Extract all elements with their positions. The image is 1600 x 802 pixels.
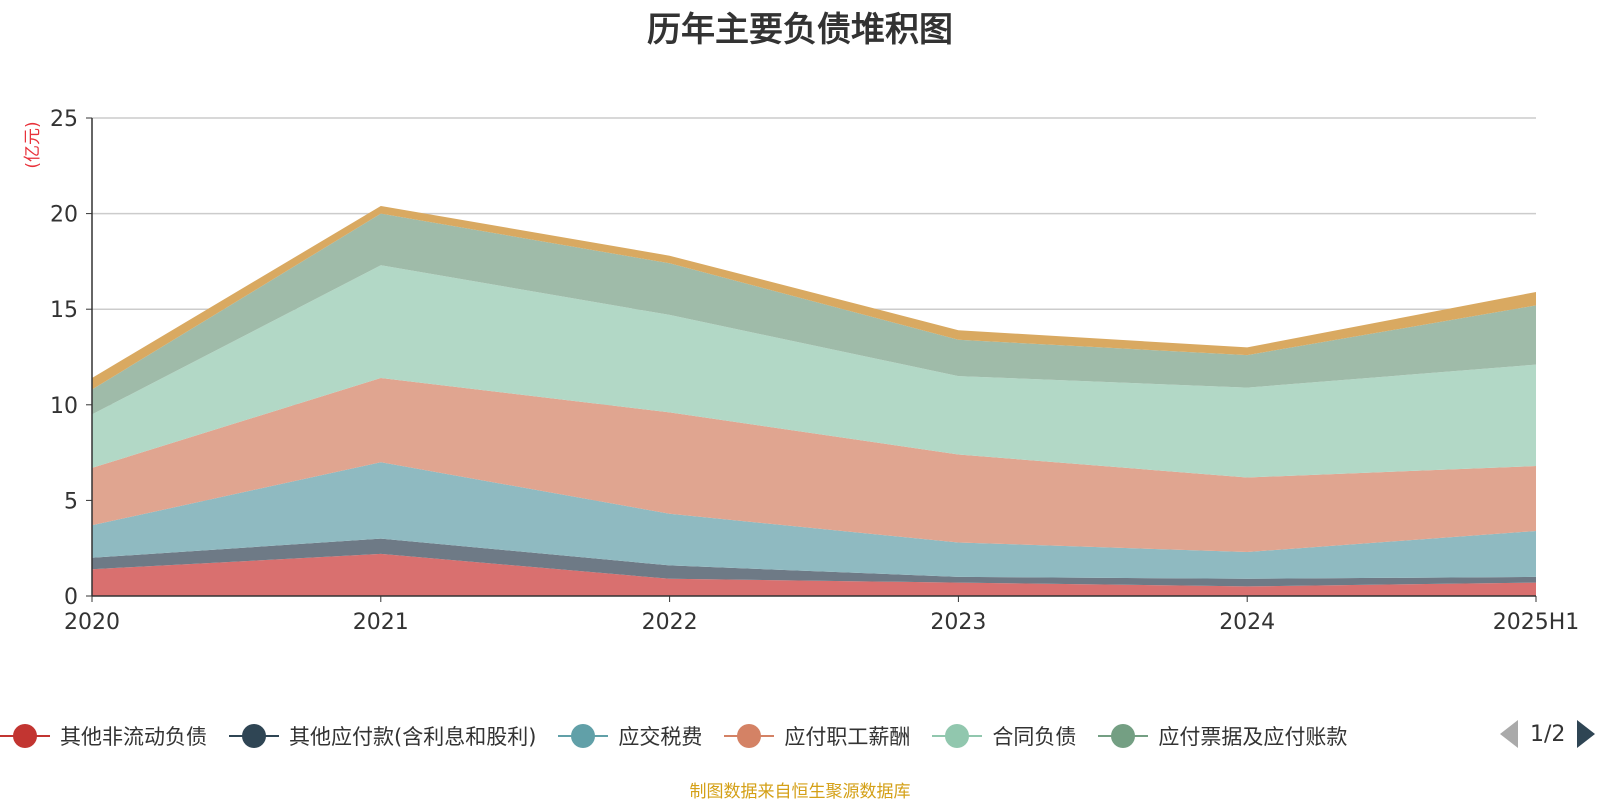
legend-marker-icon <box>0 723 50 749</box>
area-series-5[interactable] <box>92 265 1536 478</box>
legend-item[interactable]: 应付票据及应付账款 <box>1098 721 1347 751</box>
area-series-7[interactable] <box>92 206 1536 390</box>
legend-item[interactable]: 合同负债 <box>932 721 1076 751</box>
legend-marker-icon <box>932 723 983 749</box>
legend-marker-icon <box>558 723 609 749</box>
y-tick-label: 10 <box>50 394 78 419</box>
y-tick-label: 5 <box>64 489 78 514</box>
area-series-3[interactable] <box>92 462 1536 579</box>
legend-label: 应付票据及应付账款 <box>1158 725 1348 749</box>
legend-page-indicator: 1/2 <box>1530 721 1566 747</box>
y-axis-unit-label: (亿元) <box>23 121 43 168</box>
y-tick-label: 25 <box>50 107 78 132</box>
x-tick-label: 2022 <box>642 610 698 635</box>
x-tick-label: 2025H1 <box>1493 610 1580 635</box>
stacked-area-chart: 0 5 10 15 20 25 2020 2021 2022 2023 2024 2025H1 (亿元… <box>23 107 1580 635</box>
legend-marker-icon <box>1098 723 1149 749</box>
legend-prev-arrow-icon[interactable] <box>1500 720 1518 748</box>
area-series <box>92 206 1536 596</box>
axes <box>91 118 1536 597</box>
area-series-2[interactable] <box>92 538 1536 587</box>
x-tick-label: 2023 <box>930 610 986 635</box>
area-series-1[interactable] <box>92 553 1536 596</box>
legend-label: 其他应付款(含利息和股利) <box>289 725 537 749</box>
x-tick-label: 2020 <box>64 610 120 635</box>
legend-pager: 1/2 <box>1500 720 1596 748</box>
y-tick-label: 15 <box>50 298 78 323</box>
area-series-6[interactable] <box>92 213 1536 415</box>
legend-marker-icon <box>229 723 279 749</box>
legend-item[interactable]: 其他应付款(含利息和股利) <box>229 721 536 751</box>
legend-item[interactable]: 其他非流动负债 <box>0 721 207 751</box>
y-tick-label: 0 <box>64 585 78 610</box>
legend-label: 应付职工薪酬 <box>784 725 911 749</box>
y-tick-label: 20 <box>50 203 78 228</box>
data-source-note: 制图数据来自恒生聚源数据库 <box>689 782 911 802</box>
legend: 其他非流动负债 其他应付款(含利息和股利) 应交税费 应付职工薪酬 合同负债 应付票据及应… <box>0 718 1369 754</box>
chart-title: 历年主要负债堆积图 <box>647 10 953 50</box>
legend-next-arrow-icon[interactable] <box>1577 720 1596 748</box>
legend-marker-icon <box>724 723 775 749</box>
legend-label: 其他非流动负债 <box>60 725 207 749</box>
legend-item[interactable]: 应交税费 <box>558 721 702 751</box>
area-series-4[interactable] <box>92 378 1536 552</box>
x-tick-label: 2021 <box>353 610 409 635</box>
x-tick-label: 2024 <box>1219 610 1275 635</box>
legend-label: 应交税费 <box>618 725 703 749</box>
legend-label: 合同负债 <box>992 725 1077 749</box>
legend-item[interactable]: 应付职工薪酬 <box>724 721 910 751</box>
